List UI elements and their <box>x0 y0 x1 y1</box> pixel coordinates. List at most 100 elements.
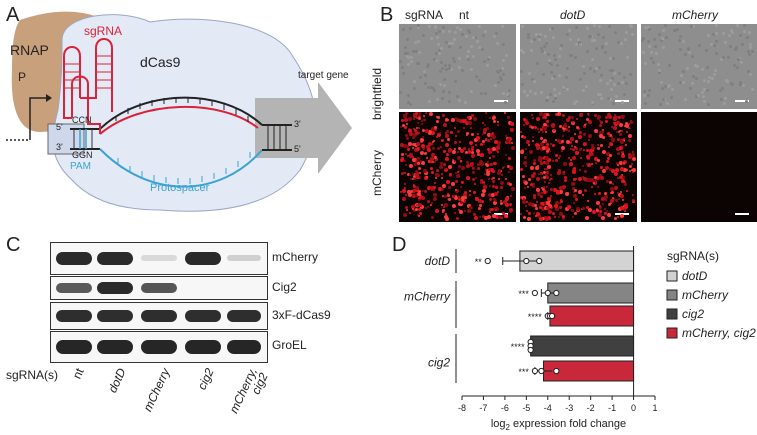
legend-label: dotD <box>682 269 708 283</box>
blot-band <box>141 340 177 354</box>
blot-3xf-dcas9 <box>50 302 268 330</box>
panel-label-b: B <box>380 4 394 26</box>
significance-label: **** <box>528 312 543 322</box>
group-label-mcherry: mCherry <box>404 290 451 304</box>
data-point <box>548 312 556 320</box>
x-tick-label: -7 <box>479 403 487 413</box>
blot-band <box>97 340 133 354</box>
legend-swatch <box>666 327 678 339</box>
legend-swatch <box>666 289 678 301</box>
blot-cig2 <box>50 276 268 300</box>
group-label-dotd: dotD <box>425 254 451 268</box>
three-prime-right: 3' <box>294 119 301 129</box>
data-point <box>527 346 534 354</box>
legend-title: sgRNA(s) <box>667 249 719 263</box>
blot-band <box>227 255 261 261</box>
significance-label: **** <box>511 342 526 352</box>
scale-bar <box>735 100 749 102</box>
panel-label-d: D <box>392 234 407 256</box>
blot-band <box>227 340 261 354</box>
blot-label-dcas9: 3xF-dCas9 <box>272 308 331 322</box>
legend-label: mCherry, cig2 <box>682 326 756 340</box>
lane-label-nt: nt <box>69 366 87 381</box>
blot-band <box>185 252 221 265</box>
group-label-cig2: cig2 <box>428 356 450 370</box>
pam-label: PAM <box>70 161 91 172</box>
x-tick-label: -5 <box>522 403 530 413</box>
legend-swatch <box>666 308 678 320</box>
blot-band <box>185 310 221 322</box>
x-tick-label: -8 <box>458 403 466 413</box>
blot-sgrna-label: sgRNA(s) <box>6 368 59 382</box>
bar-cig2 <box>530 335 635 357</box>
fluorescence-image-mcherry <box>641 112 757 222</box>
pam-bottom-seq: GGN <box>72 150 93 160</box>
microscopy-row-mcherry: mCherry <box>370 149 384 196</box>
protospacer-label: Protospacer <box>150 182 210 194</box>
sgrna-hairpin <box>63 38 113 134</box>
target-gene-label: target gene <box>298 70 349 81</box>
blot-label-cig2: Cig2 <box>272 280 297 294</box>
fluorescence-image-nt <box>399 112 516 222</box>
x-tick-label: -2 <box>587 403 595 413</box>
data-point <box>531 367 539 375</box>
significance-label: *** <box>518 367 529 377</box>
bar-mCherry <box>547 282 635 304</box>
blot-band <box>141 310 177 322</box>
microscopy-row-brightfield: brightfield <box>370 67 384 120</box>
x-tick-label: -4 <box>544 403 552 413</box>
x-axis-label: log2 expression fold change <box>491 418 626 430</box>
promoter-arrowhead <box>46 94 52 102</box>
protospacer-strand <box>99 148 263 188</box>
blot-mcherry <box>50 242 268 275</box>
five-prime-right: 5' <box>294 144 301 154</box>
five-prime-left: 5' <box>56 122 63 132</box>
microscopy-col-nt: nt <box>459 8 470 22</box>
microscopy-col-dotd: dotD <box>560 8 586 22</box>
blot-band <box>185 340 221 354</box>
blot-band <box>141 255 177 261</box>
bar-mCherry-cig2 <box>549 305 635 327</box>
data-point <box>544 289 551 297</box>
promoter-label: P <box>18 70 27 84</box>
blot-band <box>97 310 133 322</box>
fluorescence-image-dotd <box>520 112 637 222</box>
lane-label-dotd: dotD <box>105 366 129 395</box>
brightfield-image-dotd <box>520 24 637 109</box>
blot-band <box>97 282 133 294</box>
legend-swatch <box>666 270 678 282</box>
sgrna-label: sgRNA <box>84 24 123 38</box>
three-prime-left: 3' <box>56 142 63 152</box>
x-tick-label: -3 <box>565 403 573 413</box>
scale-bar <box>494 100 508 102</box>
legend-label: cig2 <box>682 307 704 321</box>
promoter-arrow <box>29 97 48 140</box>
legend-label: mCherry <box>682 288 729 302</box>
data-point <box>538 367 545 375</box>
pam-top-seq: CCN <box>72 115 92 125</box>
x-tick-label: 1 <box>652 403 657 413</box>
lane-label-mcherry-cig2: mCherry, cig2 <box>226 365 271 416</box>
blot-groel <box>50 331 268 363</box>
data-point <box>553 367 560 375</box>
scale-bar <box>494 213 508 215</box>
panel-label-a: A <box>6 4 20 26</box>
blot-band <box>141 283 177 293</box>
crispri-schematic <box>6 11 352 212</box>
sgrna-spacer <box>99 106 259 135</box>
panel-label-c: C <box>6 234 21 256</box>
data-point <box>523 257 530 265</box>
x-tick-label: -6 <box>501 403 509 413</box>
data-point <box>484 257 491 265</box>
blot-band <box>56 283 92 293</box>
brightfield-image-nt <box>399 24 516 109</box>
lane-label-cig2: cig2 <box>194 366 217 392</box>
blot-label-groel: GroEL <box>272 338 307 352</box>
significance-label: *** <box>518 289 529 299</box>
x-tick-label: -1 <box>608 403 616 413</box>
blot-band <box>56 252 92 265</box>
data-point <box>553 289 560 297</box>
rnap-label: RNAP <box>10 42 49 58</box>
significance-label: ** <box>475 257 483 267</box>
